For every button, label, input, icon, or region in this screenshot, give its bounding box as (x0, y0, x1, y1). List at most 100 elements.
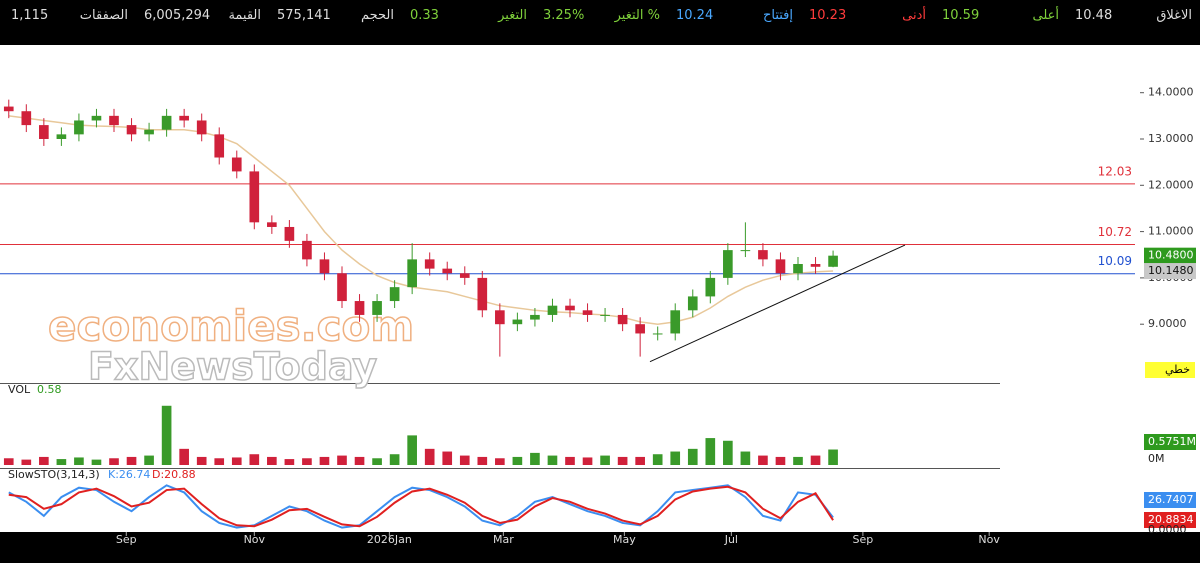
volume-bar (793, 456, 803, 465)
stat-value: 10.59 (942, 7, 980, 23)
volume-bar (372, 458, 382, 465)
volume-bar (319, 456, 330, 465)
stoch-name: SlowSTO(3,14,3) (8, 468, 100, 481)
candle-body (39, 125, 49, 139)
candle-body (231, 157, 242, 172)
candle-body (582, 310, 593, 315)
x-tick-label: Nov (244, 533, 266, 546)
candle-body (687, 296, 698, 311)
stat: القيمة 6,005,294 (136, 8, 269, 23)
volume-bar (21, 459, 32, 465)
volume-bar (74, 457, 84, 465)
stat-label: التغير (498, 7, 527, 23)
right-axis (1140, 45, 1200, 532)
volume-bar (249, 454, 260, 465)
stat: إفتتاح 10.24 (668, 8, 801, 23)
page: {"header": {"items": [ {"label": "الاغلا… (0, 0, 1200, 546)
x-axis (0, 532, 1200, 548)
candle-body (600, 314, 610, 316)
stat-label: القيمة (228, 7, 261, 23)
candle-body (723, 250, 733, 278)
volume-bar (582, 457, 593, 465)
stoch-k-legend: K:26.74 (108, 468, 150, 481)
volume-bar (126, 456, 137, 465)
x-tick-label: Nov (978, 533, 1000, 546)
y-tick-label: 12.0000 (1148, 178, 1194, 191)
candle-body (214, 134, 225, 158)
stat-value: 10.23 (809, 7, 847, 23)
stoch-d-legend: D:20.88 (152, 468, 196, 481)
stat-value: 1,115 (11, 7, 49, 23)
stat: أعلى 10.59 (934, 8, 1067, 23)
header-bar: الاغلاق 10.48 أعلى 10.59 أدنى 10.23 إفتتاح 10.2… (0, 0, 1200, 30)
volume-bar (91, 459, 102, 465)
candle-body (775, 259, 786, 274)
volume-bar (723, 440, 733, 465)
candle-body (337, 273, 347, 302)
stoch-box-label: 20.8834 (1148, 513, 1194, 526)
stat-label: الحجم (360, 7, 394, 23)
volume-bar (337, 455, 347, 465)
candle-body (810, 264, 821, 267)
volume-bar (705, 438, 716, 465)
candle-body (828, 255, 838, 267)
y-tick-label: 11.0000 (1148, 225, 1194, 238)
volume-bar (284, 459, 295, 465)
stat-label: الاغلاق (1156, 7, 1192, 23)
stat-value: 0.33 (410, 7, 439, 23)
stoch-tick-label: 0.0000 (1148, 523, 1187, 536)
moving-average (8, 115, 834, 325)
stat: التغير % 3.25% (535, 8, 668, 23)
x-tick-label: Jul (724, 533, 738, 546)
volume-bar (652, 454, 663, 465)
candle-body (144, 129, 154, 135)
candle-body (161, 115, 172, 130)
stat: الحجم 575,141 (269, 8, 402, 23)
stat: أدنى 10.23 (801, 8, 934, 23)
candle-body (652, 333, 663, 335)
trendline (649, 244, 906, 363)
volume-bar (407, 435, 417, 465)
candle-body (21, 111, 32, 126)
price-box (1144, 263, 1196, 280)
volume-tick-label: 0M (1148, 452, 1165, 465)
price-box-label: 10.1480 (1148, 264, 1194, 277)
candle-body (740, 250, 751, 252)
volume-bar (635, 456, 645, 465)
candle-body (319, 259, 330, 274)
stoch-box (1144, 512, 1196, 528)
level-label: 10.09 (1098, 254, 1132, 268)
candle-body (670, 310, 681, 334)
x-tick-label: Sep (853, 533, 874, 546)
volume-bar (214, 458, 225, 465)
volume-bar (3, 458, 14, 465)
x-tick-label: Sep (116, 533, 137, 546)
level-label: 12.03 (1098, 164, 1132, 178)
candle-body (109, 115, 119, 126)
volume-bar (810, 455, 821, 465)
watermark: economies.com (48, 302, 414, 351)
volume-bar (424, 448, 435, 465)
volume-bar (687, 448, 698, 465)
volume-bar (600, 455, 610, 465)
volume-bar (179, 448, 189, 465)
volume-box (1144, 434, 1196, 450)
candle-body (267, 222, 277, 227)
stoch-d (8, 485, 834, 528)
candle-body (354, 301, 365, 315)
volume-bar (459, 455, 470, 465)
y-tick-label: 14.0000 (1148, 86, 1194, 99)
stat-value: 10.48 (1075, 7, 1113, 23)
volume-bar (56, 459, 67, 465)
volume-bar (39, 456, 49, 465)
volume-bar (477, 456, 488, 465)
candle-body (635, 324, 645, 334)
candle-body (126, 125, 137, 135)
x-tick-label: May (613, 533, 636, 546)
candle-body (3, 106, 14, 112)
volume-bar (442, 451, 453, 465)
candle-body (249, 171, 260, 223)
x-tick-label: 2026Jan (367, 533, 412, 546)
candle-body (477, 277, 488, 311)
stoch-box (1144, 492, 1196, 508)
